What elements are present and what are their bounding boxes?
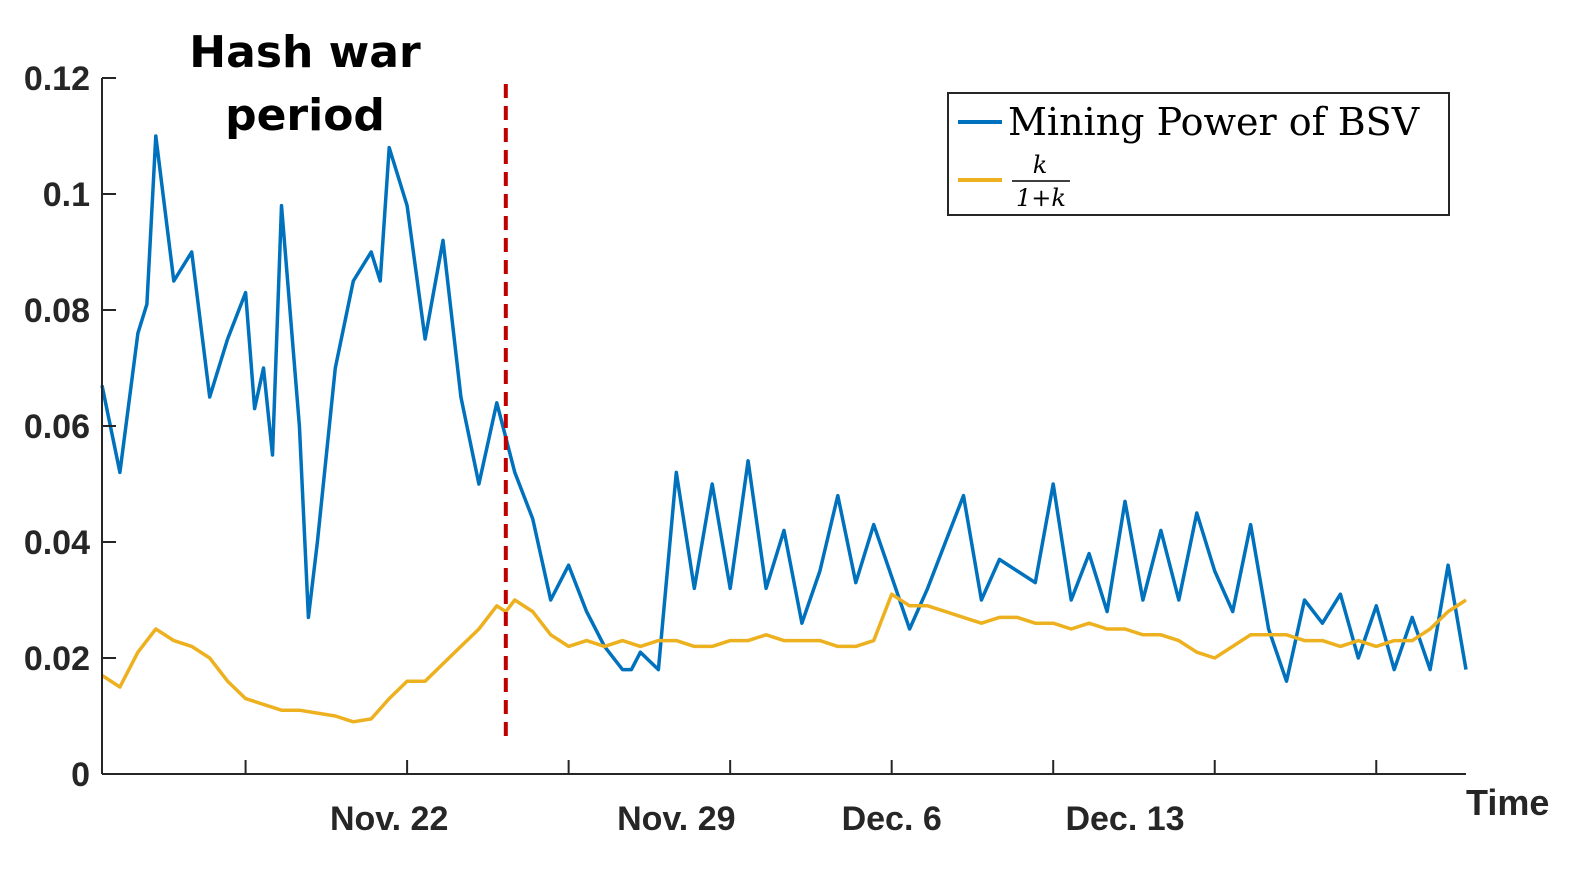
series-line-1 [101, 592, 1467, 724]
y-axis-ticks: 0 0.02 0.04 0.06 0.08 0.1 0.12 [24, 60, 116, 794]
x-tick-label: Nov. 29 [617, 800, 735, 838]
annotation-line-2: period [225, 90, 385, 141]
x-tick-label: Dec. 6 [842, 800, 942, 838]
x-tick-label: Nov. 22 [330, 800, 448, 838]
x-tick-label: Dec. 13 [1065, 800, 1184, 838]
legend-ratio-numerator: k [1033, 151, 1048, 179]
y-tick-label: 0 [71, 756, 90, 794]
legend: Mining Power of BSV k 1+k [947, 92, 1450, 216]
y-tick-label: 0.12 [24, 60, 90, 98]
legend-label-mining: Mining Power of BSV [1008, 100, 1420, 144]
series-lines [100, 134, 1468, 724]
y-tick-label: 0.06 [24, 408, 90, 446]
x-axis-ticks: Nov. 22 Nov. 29 Dec. 6 Dec. 13 [244, 760, 1378, 838]
y-tick-label: 0.08 [24, 292, 90, 330]
y-tick-label: 0.04 [24, 524, 90, 562]
legend-box [947, 92, 1450, 216]
series-line-0 [100, 134, 1468, 683]
plot-area: 0 0.02 0.04 0.06 0.08 0.1 0.12 Nov. 22 Nov. 29 D… [24, 60, 1468, 838]
y-tick-label: 0.1 [43, 176, 90, 214]
y-tick-label: 0.02 [24, 640, 90, 678]
x-axis-label: Time [1466, 782, 1549, 823]
legend-ratio-denominator: 1+k [1016, 184, 1066, 212]
annotation-line-1: Hash war [189, 27, 421, 78]
